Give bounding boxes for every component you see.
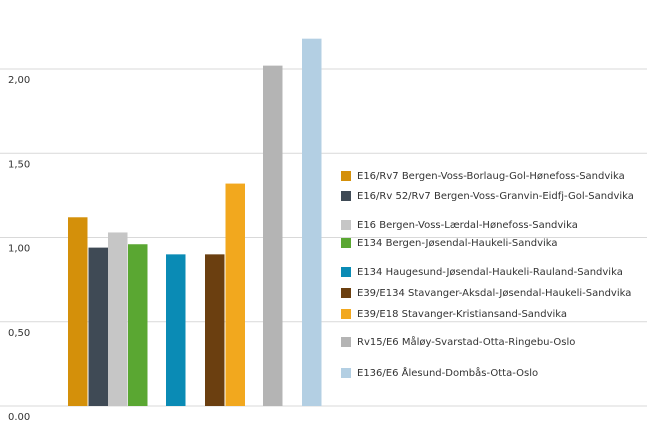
legend-swatch [341, 191, 351, 201]
legend-swatch [341, 171, 351, 181]
legend-label: E16 Bergen-Voss-Lærdal-Hønefoss-Sandvika [357, 220, 578, 231]
bar [302, 38, 322, 407]
legend-label: E39/E18 Stavanger-Kristiansand-Sandvika [357, 309, 567, 320]
y-tick-label: 0,50 [8, 328, 30, 339]
y-tick-label: 0.00 [8, 412, 30, 421]
legend-swatch [341, 220, 351, 230]
bar [225, 183, 245, 406]
legend-label: Rv15/E6 Måløy-Svarstad-Otta-Ringebu-Oslo [357, 335, 575, 348]
legend-label: E134 Bergen-Jøsendal-Haukeli-Sandvika [357, 238, 558, 249]
bar [88, 247, 108, 406]
legend-label: E136/E6 Ålesund-Dombås-Otta-Oslo [357, 366, 538, 379]
y-tick-label: 1,50 [8, 159, 30, 170]
y-tick-label: 1,00 [8, 244, 30, 255]
legend-label: E16/Rv 52/Rv7 Bergen-Voss-Granvin-Eidfj-… [357, 191, 634, 202]
bar [166, 254, 186, 406]
legend-swatch [341, 288, 351, 298]
bar [205, 254, 225, 406]
bar [128, 244, 148, 406]
legend-swatch [341, 368, 351, 378]
y-tick-label: 2,00 [8, 75, 30, 86]
legend-swatch [341, 267, 351, 277]
bar [108, 232, 128, 406]
bar [68, 217, 88, 406]
legend-label: E39/E134 Stavanger-Aksdal-Jøsendal-Hauke… [357, 288, 631, 299]
legend-label: E16/Rv7 Bergen-Voss-Borlaug-Gol-Hønefoss… [357, 171, 625, 182]
legend-label: E134 Haugesund-Jøsendal-Haukeli-Rauland-… [357, 267, 623, 278]
legend-swatch [341, 238, 351, 248]
legend-swatch [341, 337, 351, 347]
bar [263, 65, 283, 406]
legend-swatch [341, 309, 351, 319]
